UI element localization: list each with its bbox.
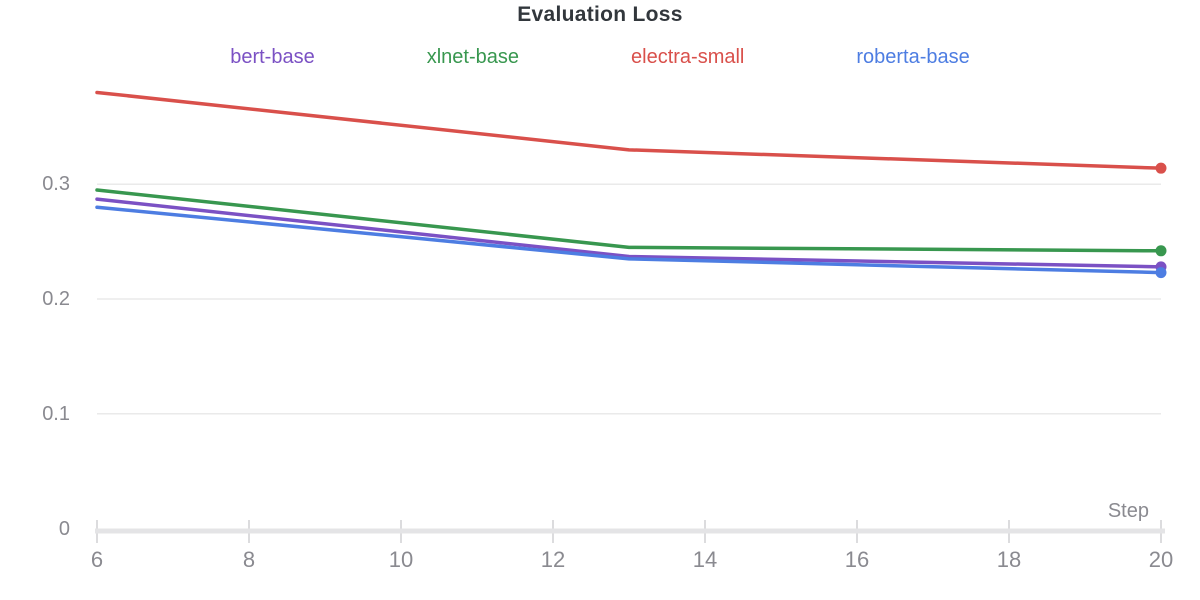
x-tick-label: 14 <box>692 547 718 572</box>
chart-title: Evaluation Loss <box>517 3 683 26</box>
y-tick-label: 0.2 <box>42 288 70 310</box>
legend-item-electra-small[interactable]: electra-small <box>631 46 745 68</box>
x-axis-line <box>95 528 1165 534</box>
x-axis-title: Step <box>1107 500 1149 522</box>
series-line-roberta-base <box>95 205 1163 275</box>
legend-item-xlnet-base[interactable]: xlnet-base <box>426 46 519 68</box>
y-tick-label: 0.3 <box>42 173 70 196</box>
y-tick-label: 0 <box>58 517 70 540</box>
x-tick-label: 8 <box>242 547 256 572</box>
series-endpoint-xlnet-base <box>1155 245 1167 257</box>
series-line-electra-small <box>95 90 1163 170</box>
legend-item-bert-base[interactable]: bert-base <box>230 46 315 68</box>
legend: bert-base xlnet-base electra-small roberta-… <box>0 45 1200 69</box>
series-line-bert-base <box>95 197 1163 269</box>
series-endpoint-electra-small <box>1155 162 1167 174</box>
x-tick-label: 10 <box>388 547 414 572</box>
x-tick-label: 12 <box>540 547 566 572</box>
series-endpoint-roberta-base <box>1155 267 1167 279</box>
legend-item-roberta-base[interactable]: roberta-base <box>856 46 970 68</box>
y-tick-label: 0.1 <box>42 402 70 425</box>
x-tick-label: 18 <box>996 547 1022 572</box>
series-line-xlnet-base <box>95 188 1163 253</box>
x-tick-label: 16 <box>844 547 870 572</box>
x-tick-label: 20 <box>1148 547 1174 572</box>
x-tick-label: 6 <box>90 547 104 572</box>
